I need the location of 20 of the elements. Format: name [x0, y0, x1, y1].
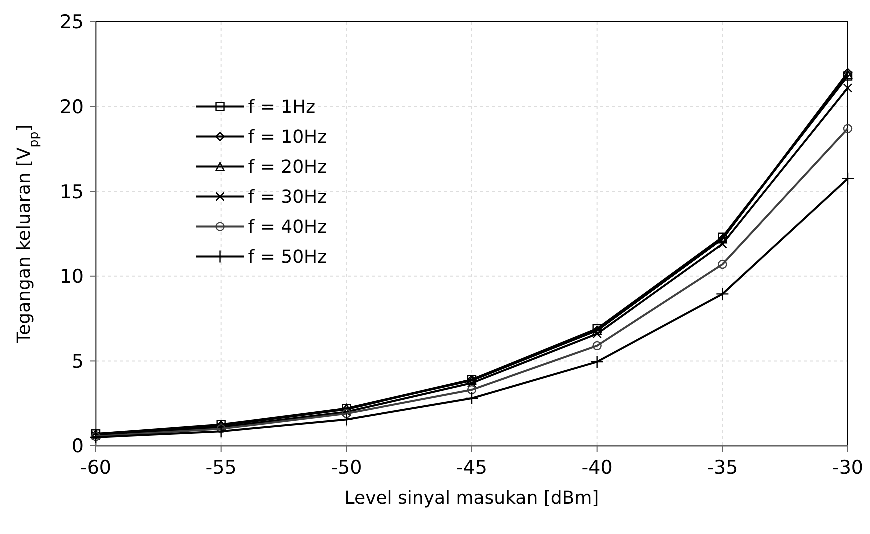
x-tick-label: -40	[582, 457, 613, 479]
legend-label: f = 30Hz	[248, 187, 328, 208]
y-tick-label: 25	[60, 12, 84, 34]
y-tick-label: 0	[72, 436, 84, 458]
legend-label: f = 1Hz	[248, 97, 316, 118]
y-tick-label: 20	[60, 96, 84, 118]
y-tick-label: 10	[60, 266, 84, 288]
legend-label: f = 40Hz	[248, 217, 328, 238]
x-tick-label: -60	[80, 457, 112, 479]
x-tick-label: -55	[206, 457, 237, 479]
x-axis-title: Level sinyal masukan [dBm]	[344, 488, 600, 509]
y-tick-label: 15	[60, 181, 84, 204]
x-tick-label: -35	[707, 457, 738, 479]
y-tick-label: 5	[72, 350, 84, 373]
x-tick-label: -45	[456, 457, 488, 479]
x-tick-label: -50	[331, 457, 362, 479]
legend-label: f = 20Hz	[248, 157, 328, 178]
legend-label: f = 50Hz	[248, 247, 328, 268]
x-tick-label: -30	[832, 457, 864, 479]
legend-label: f = 10Hz	[248, 127, 328, 148]
